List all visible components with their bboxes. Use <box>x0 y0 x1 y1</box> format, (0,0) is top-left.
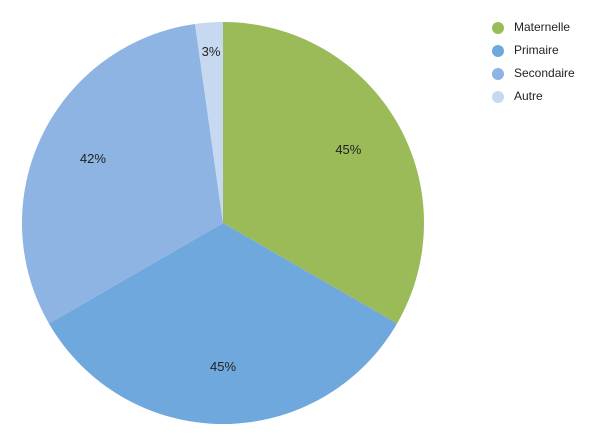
data-label: 3% <box>202 44 221 59</box>
legend-label: Secondaire <box>514 66 575 80</box>
legend-marker <box>492 22 504 34</box>
data-label: 42% <box>80 151 106 166</box>
pie-slice <box>223 22 424 324</box>
legend-marker <box>492 45 504 57</box>
legend-marker <box>492 68 504 80</box>
legend-label: Maternelle <box>514 20 570 34</box>
legend-marker <box>492 91 504 103</box>
pie-slice <box>21 23 224 324</box>
pie-slice <box>195 22 223 223</box>
data-label: 45% <box>335 142 361 157</box>
legend-label: Primaire <box>514 43 559 57</box>
legend-label: Autre <box>514 89 543 103</box>
data-label: 45% <box>210 359 236 374</box>
